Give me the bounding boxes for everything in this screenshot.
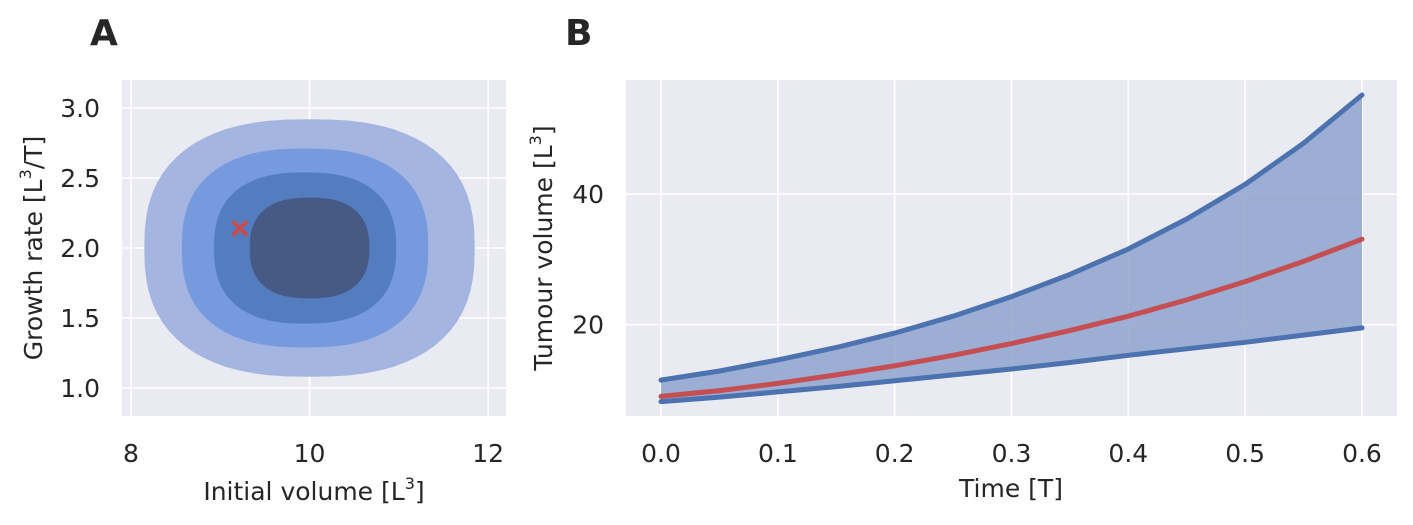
- panel-b-x-tick-label: 0.6: [1342, 439, 1382, 468]
- panel-a-y-tick-label: 2.0: [60, 234, 100, 263]
- panel-a-y-tick-label: 2.5: [60, 164, 100, 193]
- panel-b-x-tick-label: 0.2: [875, 439, 915, 468]
- median-line: [658, 236, 1365, 399]
- lower-bound-line: [658, 325, 1365, 405]
- panel-a-x-tick-label: 10: [294, 439, 326, 468]
- panel-b-x-tick-label: 0.0: [641, 439, 681, 468]
- panel-b-y-tick-label: 20: [572, 311, 604, 340]
- panel-b-band: [661, 95, 1362, 402]
- panel-b-x-ticks: 0.0 0.1 0.2 0.3 0.4 0.5 0.6: [641, 439, 1382, 468]
- panel-a-x-tick-label: 12: [472, 439, 504, 468]
- panel-a-contours: [144, 119, 475, 377]
- panel-a-label: A: [90, 13, 118, 54]
- panel-a-y-tick-label: 3.0: [60, 94, 100, 123]
- panel-a-y-tick-label: 1.0: [60, 374, 100, 403]
- reference-x-marker: [231, 220, 248, 237]
- panel-b-x-tick-label: 0.3: [992, 439, 1032, 468]
- panel-a-y-axis-label: Growth rate [L3/T]: [16, 136, 48, 361]
- uncertainty-band: [661, 95, 1362, 402]
- panel-b-x-tick-label: 0.1: [758, 439, 798, 468]
- contour-level-4: [249, 197, 370, 299]
- panel-b-x-axis-label: Time [T]: [958, 474, 1063, 503]
- panel-a-contour-plot: 8 10 12 1.0 1.5 2.0 2.5 3.0 Initial volume [L3…: [16, 80, 506, 506]
- panel-b-x-tick-label: 0.4: [1108, 439, 1148, 468]
- panel-b-y-axis-label: Tumour volume [L3]: [526, 125, 558, 371]
- panel-a-y-ticks: 1.0 1.5 2.0 2.5 3.0: [60, 94, 100, 403]
- panel-b-y-tick-label: 40: [572, 180, 604, 209]
- panel-b-x-tick-label: 0.5: [1225, 439, 1265, 468]
- panel-a-x-tick-label: 8: [123, 439, 139, 468]
- panel-a-y-tick-label: 1.5: [60, 304, 100, 333]
- panel-a-marker: [231, 220, 248, 237]
- panel-a-x-ticks: 8 10 12: [123, 439, 504, 468]
- panel-b-label: B: [565, 13, 592, 54]
- panel-b-series: [658, 92, 1365, 405]
- panel-a-x-axis-label: Initial volume [L3]: [203, 474, 424, 506]
- upper-bound-line: [658, 92, 1365, 383]
